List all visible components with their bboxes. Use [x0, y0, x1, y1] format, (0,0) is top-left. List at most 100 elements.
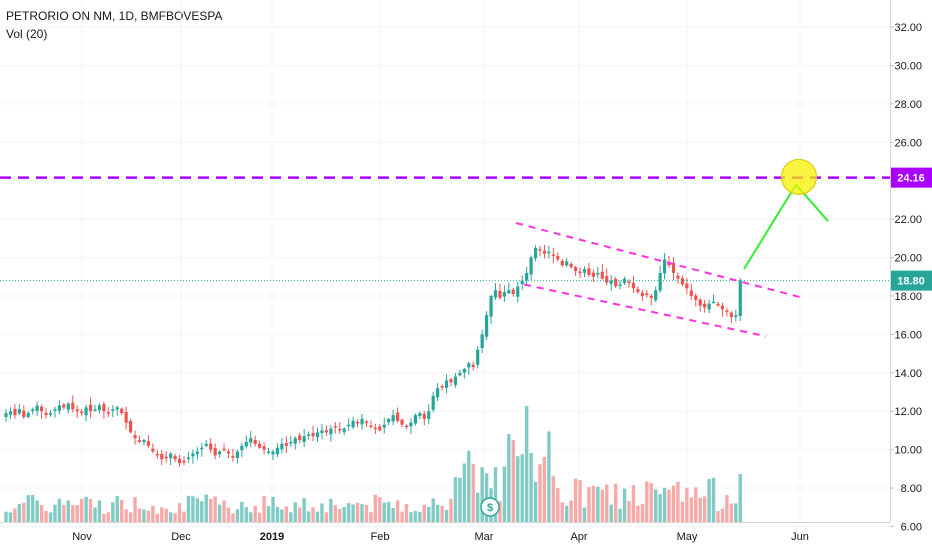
- volume-bar: [102, 513, 106, 522]
- volume-bar: [213, 496, 217, 522]
- candle-body: [498, 290, 502, 298]
- volume-bar: [26, 495, 30, 522]
- price-tick-label: 18.00: [894, 291, 922, 303]
- dividend-marker-label: $: [487, 502, 493, 514]
- volume-bar: [48, 512, 53, 522]
- volume-bar: [262, 495, 266, 522]
- volume-bar: [676, 481, 680, 522]
- volume-bar: [17, 504, 22, 522]
- volume-bar: [591, 485, 596, 522]
- candle-body: [538, 249, 542, 251]
- volume-bar: [204, 494, 208, 522]
- candle-body: [574, 267, 578, 271]
- chart-annotations: $: [0, 158, 890, 517]
- candle-body: [364, 421, 369, 423]
- volume-bar: [111, 502, 115, 522]
- volume-bar: [293, 502, 297, 522]
- candle-body: [71, 402, 75, 410]
- volume-bar: [342, 507, 346, 522]
- candle-body: [409, 422, 413, 427]
- volume-bar: [711, 477, 716, 522]
- candle-body: [266, 451, 271, 454]
- volume-bar: [280, 509, 284, 522]
- volume-bar: [97, 500, 102, 522]
- volume-bar: [191, 496, 195, 522]
- candle-body: [600, 271, 604, 279]
- volume-bar: [120, 499, 124, 522]
- volume-bar: [249, 512, 253, 522]
- candle-body: [4, 413, 8, 417]
- volume-bar: [382, 502, 386, 522]
- dividend-marker-circle: [480, 497, 500, 517]
- volume-bar: [547, 431, 551, 522]
- volume-bar: [142, 509, 146, 522]
- candle-body: [164, 456, 168, 459]
- volume-bar: [302, 498, 306, 522]
- price-tick-label: 26.00: [894, 137, 922, 149]
- candle-body: [680, 278, 684, 285]
- candle-body: [645, 293, 649, 295]
- volume-bar: [449, 498, 453, 522]
- volume-bar: [209, 498, 213, 522]
- candle-body: [258, 443, 262, 448]
- volume-bar: [511, 439, 515, 522]
- volume-bar: [133, 497, 137, 522]
- candle-body: [342, 428, 346, 432]
- price-tick-label: 10.00: [894, 445, 922, 457]
- price-tick-label: 28.00: [894, 99, 922, 111]
- candle-body: [235, 451, 239, 458]
- price-axis: 6.00 8.00 10.00 12.00 14.00 16.00 18.00 20.00 22…: [890, 22, 932, 533]
- volume-bar: [484, 473, 489, 522]
- volume-bar: [622, 488, 627, 522]
- volume-bar: [75, 504, 79, 522]
- candle-body: [84, 407, 88, 416]
- candle-body: [369, 425, 373, 428]
- candle-body: [347, 424, 351, 427]
- price-tick-label: 14.00: [894, 368, 922, 380]
- time-tick-label: Dec: [171, 531, 191, 543]
- volume-bar: [453, 477, 458, 522]
- price-tick-label: 12.00: [894, 406, 922, 418]
- volume-bar: [253, 505, 257, 522]
- candle-body: [476, 349, 480, 365]
- dividend-marker: $: [480, 497, 500, 517]
- candle-body: [151, 448, 155, 452]
- candle-body: [551, 254, 555, 256]
- candle-body: [88, 404, 93, 412]
- last-price-badge: [891, 270, 932, 291]
- candle-body: [449, 379, 453, 383]
- volume-bar: [476, 492, 480, 522]
- candlestick-series: [4, 245, 742, 467]
- volume-bar: [680, 501, 685, 522]
- candle-body: [738, 280, 742, 316]
- candle-body: [418, 413, 422, 417]
- candle-body: [284, 443, 288, 446]
- volume-bar: [4, 511, 8, 522]
- candle-body: [636, 289, 640, 293]
- candle-body: [222, 448, 226, 451]
- candle-body: [640, 292, 644, 296]
- candle-body: [17, 409, 21, 414]
- volume-bar: [298, 507, 302, 522]
- candle-body: [404, 425, 409, 428]
- volume-bar: [516, 456, 520, 522]
- volume-bar: [444, 509, 449, 522]
- candle-body: [124, 412, 128, 423]
- volume-bar: [360, 504, 364, 522]
- time-axis: Nov Dec 2019 Feb Mar Apr May Jun: [72, 531, 809, 543]
- candle-body: [618, 284, 622, 286]
- candle-body: [262, 446, 266, 450]
- candle-body: [289, 441, 293, 444]
- volume-bar: [173, 513, 177, 522]
- candle-body: [511, 289, 515, 295]
- candle-body: [44, 412, 48, 416]
- volume-bar: [351, 504, 355, 522]
- candle-body: [307, 434, 311, 436]
- volume-bar: [338, 509, 342, 522]
- price-tick-label: 22.00: [894, 214, 922, 226]
- candle-body: [565, 261, 569, 266]
- candle-body: [62, 404, 66, 408]
- volume-bar: [627, 501, 631, 522]
- volume-bar: [311, 507, 315, 522]
